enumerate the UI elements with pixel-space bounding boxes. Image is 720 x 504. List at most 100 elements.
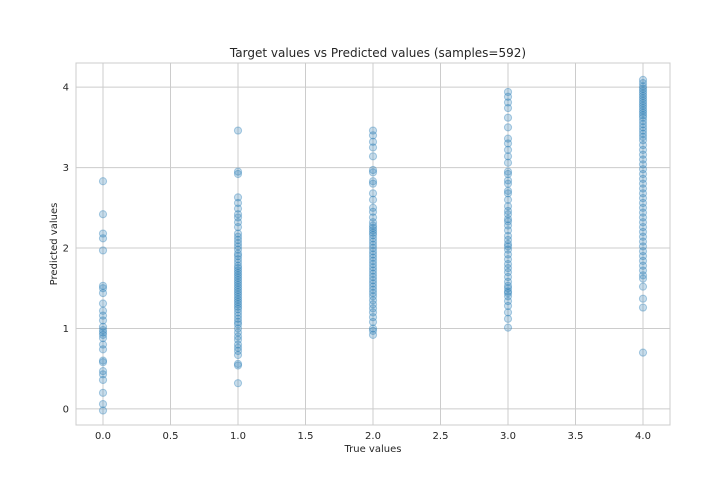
- scatter-point: [233, 320, 243, 329]
- scatter-point: [233, 308, 243, 317]
- y-tick-label: 3: [63, 163, 69, 174]
- scatter-point: [638, 213, 648, 222]
- scatter-point: [638, 208, 648, 217]
- scatter-point: [368, 279, 378, 288]
- scatter-point: [368, 260, 378, 269]
- scatter-point: [638, 150, 648, 159]
- scatter-point: [638, 91, 648, 101]
- scatter-point: [503, 288, 513, 298]
- scatter-point: [503, 272, 513, 282]
- scatter-point: [368, 226, 378, 235]
- scatter-point: [638, 103, 648, 113]
- scatter-point: [638, 179, 648, 188]
- scatter-point: [98, 210, 108, 219]
- scatter-point: [233, 204, 243, 213]
- scatter-point: [233, 218, 243, 227]
- scatter-point: [98, 367, 108, 376]
- scatter-point: [503, 176, 513, 185]
- scatter-point: [98, 322, 108, 331]
- scatter-point: [638, 271, 648, 280]
- scatter-point: [638, 96, 648, 105]
- scatter-point: [368, 304, 378, 313]
- scatter-point: [638, 256, 648, 265]
- scatter-point: [233, 276, 243, 285]
- scatter-point: [233, 278, 243, 287]
- scatter-point: [638, 242, 648, 251]
- scatter-point: [503, 284, 513, 293]
- scatter-point: [503, 231, 513, 241]
- scatter-point: [503, 260, 513, 269]
- scatter-point: [233, 223, 243, 232]
- scatter-point: [368, 269, 378, 278]
- y-tick-label: 0: [63, 404, 69, 415]
- scatter-point: [503, 301, 513, 311]
- scatter-point: [503, 217, 513, 226]
- scatter-point: [503, 268, 513, 277]
- scatter-point: [233, 359, 243, 368]
- scatter-point: [233, 167, 243, 176]
- scatter-point: [368, 266, 378, 275]
- y-tick-label: 4: [63, 83, 69, 94]
- scatter-point: [233, 264, 243, 273]
- x-tick-label: 0.0: [95, 431, 111, 442]
- x-tick-label: 0.5: [163, 431, 179, 442]
- y-tick-labels: 0 1 2 3 4: [63, 83, 69, 416]
- scatter-point: [98, 234, 108, 243]
- scatter-point: [503, 264, 513, 273]
- plot-area: [75, 62, 671, 426]
- scatter-point: [233, 249, 243, 258]
- scatter-point: [638, 251, 648, 261]
- scatter-point: [368, 203, 378, 212]
- scatter-point: [233, 271, 243, 280]
- scatter-point: [233, 343, 243, 352]
- scatter-point: [503, 98, 513, 107]
- scatter-point: [233, 251, 243, 261]
- scatter-point: [638, 348, 648, 357]
- scatter-point: [503, 255, 513, 264]
- scatter-point: [233, 193, 243, 202]
- y-tick-label: 2: [63, 244, 69, 255]
- x-axis-title: True values: [344, 444, 402, 455]
- scatter-point: [98, 375, 108, 385]
- scatter-point: [503, 210, 513, 219]
- scatter-point: [368, 165, 378, 175]
- scatter-point: [503, 189, 513, 198]
- scatter-point: [503, 235, 513, 245]
- scatter-point: [638, 174, 648, 183]
- scatter-point: [233, 305, 243, 314]
- scatter-point: [638, 232, 648, 241]
- scatter-point: [368, 195, 378, 204]
- scatter-point: [638, 198, 648, 208]
- scatter-point: [638, 75, 648, 84]
- scatter-point: [368, 137, 378, 146]
- scatter-point: [638, 266, 648, 275]
- scatter-point: [368, 152, 378, 161]
- scatter-point: [233, 258, 243, 267]
- scatter-point: [638, 227, 648, 237]
- scatter-point: [233, 255, 243, 264]
- scatter-point: [98, 316, 108, 325]
- scatter-point: [638, 218, 648, 227]
- scatter-point: [503, 103, 513, 113]
- scatter-point: [503, 167, 513, 176]
- scatter-point: [503, 169, 513, 179]
- scatter-point: [98, 388, 108, 397]
- scatter-point: [368, 256, 378, 265]
- scatter-point: [638, 84, 648, 93]
- scatter-point: [638, 303, 648, 312]
- scatter-point: [368, 317, 378, 327]
- scatter-point: [368, 313, 378, 322]
- scatter-point: [368, 131, 378, 140]
- scatter-point: [368, 237, 378, 246]
- scatter-point: [233, 232, 243, 241]
- scatter-point: [503, 152, 513, 161]
- scatter-point: [503, 179, 513, 188]
- scatter-point: [368, 243, 378, 253]
- scatter-point: [233, 283, 243, 292]
- scatter-point: [503, 214, 513, 224]
- x-tick-label: 2.5: [433, 431, 449, 442]
- scatter-point: [233, 314, 243, 323]
- scatter-point: [233, 292, 243, 302]
- scatter-point: [503, 242, 513, 251]
